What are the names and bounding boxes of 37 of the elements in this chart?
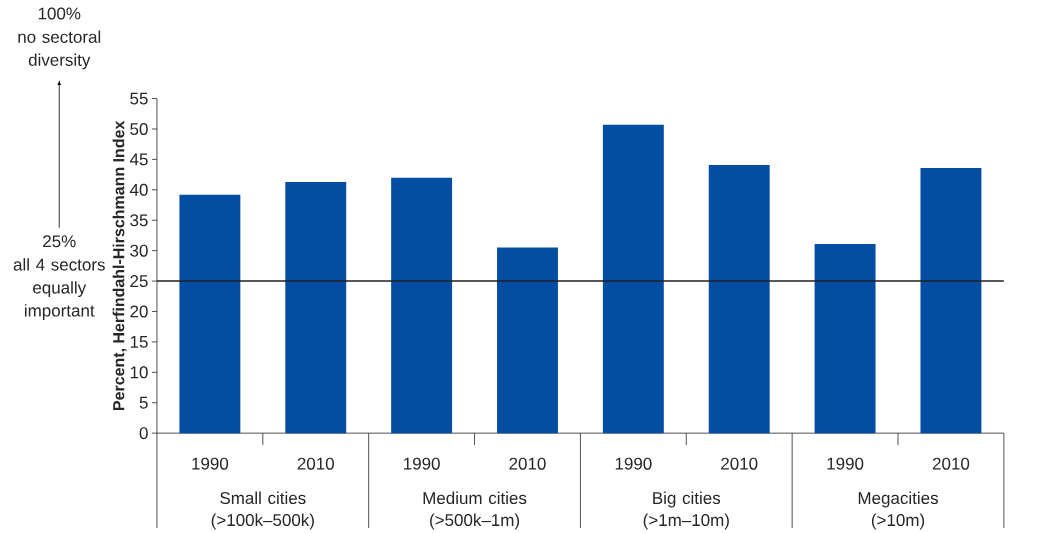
bar xyxy=(814,244,876,434)
x-tick-label: 2010 xyxy=(932,457,970,470)
x-tick-label: 2010 xyxy=(297,457,334,470)
y-tick-label: 35 xyxy=(130,214,148,227)
y-tick-label: 40 xyxy=(129,183,148,196)
text: Small cities (>100k–500k) xyxy=(211,491,314,530)
text: Big cities (>1m–10m) xyxy=(643,491,729,530)
x-tick-label: 1990 xyxy=(192,457,229,470)
y-tick-label: 5 xyxy=(139,396,148,409)
text: Medium cities (>500k–1m) xyxy=(423,491,527,530)
x-tick-label: 1990 xyxy=(615,457,652,470)
bar xyxy=(179,194,241,434)
x-tick-label: 1990 xyxy=(827,457,864,470)
y-tick-label: 30 xyxy=(130,244,148,257)
y-tick-label: 50 xyxy=(130,123,148,136)
bar xyxy=(497,247,558,434)
bar xyxy=(708,165,770,434)
y-axis-title: Percent, Herfindahl-Hirschmann Index xyxy=(112,120,127,411)
text: all 4 sectors equally important xyxy=(13,258,105,321)
x-tick-label: 2010 xyxy=(721,457,758,470)
x-tick-label: 1990 xyxy=(404,457,440,470)
y-tick-label: 10 xyxy=(130,366,148,379)
y-tick-label: 45 xyxy=(129,153,148,166)
text: no sectoral diversity xyxy=(18,30,101,70)
y-tick-label: 15 xyxy=(130,336,148,348)
text: Megacities (>10m) xyxy=(858,491,938,530)
bar xyxy=(602,124,664,434)
x-tick-label: 2010 xyxy=(509,457,546,470)
y-tick-label: 25 xyxy=(130,275,148,288)
bar xyxy=(391,177,453,434)
bar xyxy=(285,182,347,434)
text: 25% xyxy=(43,235,76,248)
y-tick-label: 55 xyxy=(130,92,148,105)
text: 100% xyxy=(38,7,81,20)
y-tick-label: 20 xyxy=(130,305,148,318)
bar xyxy=(920,168,982,434)
y-tick-label: 0 xyxy=(139,427,148,440)
